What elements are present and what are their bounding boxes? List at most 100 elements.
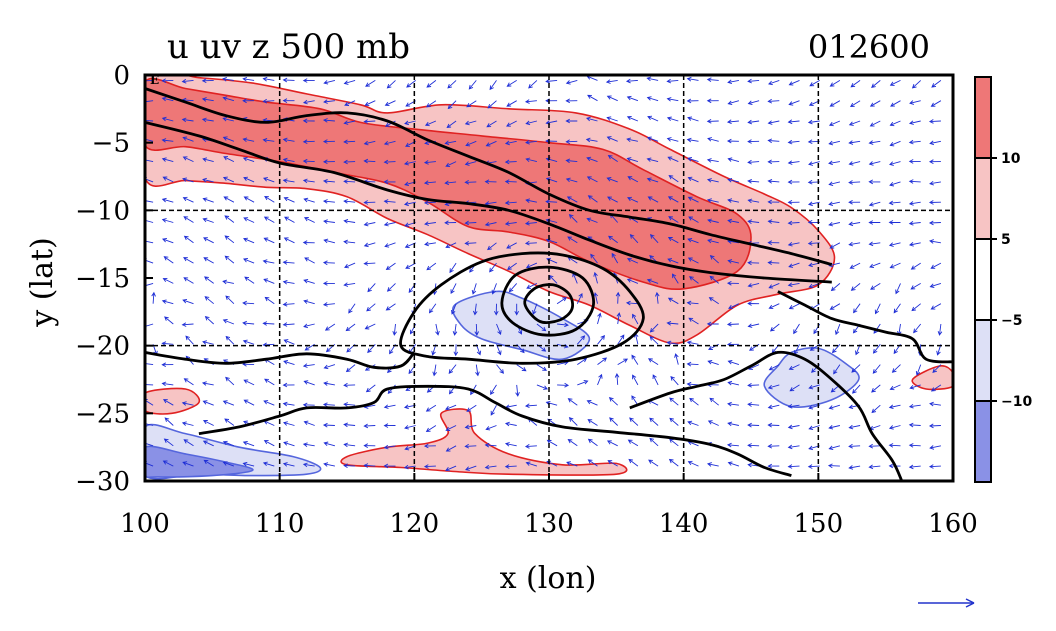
wind-vector-494 [631,354,639,365]
wind-vector-517 [649,417,659,426]
wind-vector-549 [687,257,699,264]
wind-vector-450 [593,271,598,284]
wind-vector-48 [183,235,194,244]
wind-vector-427 [568,214,578,223]
wind-vector-623 [767,138,780,144]
wind-vector-428 [567,236,578,244]
x-tick-label-130: 130 [524,509,574,539]
wind-vector-496 [631,395,639,406]
wind-vector-286 [423,200,436,206]
wind-vector-245 [383,179,396,185]
wind-vector-86 [223,196,235,203]
wind-vector-435 [577,380,589,386]
wind-vector-35 [161,381,174,387]
wind-vector-29 [163,256,174,264]
wind-vector-171 [303,299,315,305]
wind-vector-684 [828,160,840,166]
wind-vector-149 [282,260,295,265]
wind-vector-214 [345,364,356,373]
wind-vector-572 [706,321,719,327]
wind-vector-491 [625,300,638,306]
wind-vector-657 [787,424,800,430]
wind-vector-168 [302,240,315,245]
wind-vector-235 [365,384,376,393]
y-tick-label-m30: −30 [75,467,130,497]
wind-vector-350 [491,283,497,295]
wind-vector-548 [687,238,699,244]
wind-vector-98 [222,440,235,447]
wind-vector-596 [727,401,739,407]
wind-vector-734 [872,364,881,374]
wind-vector-296 [425,404,437,412]
wind-vector-485 [627,176,639,183]
wind-vector-56 [181,401,194,406]
wind-vector-478 [606,440,618,447]
wind-vector-292 [435,323,440,336]
wind-vector-1 [145,99,154,105]
wind-vector-100 [242,76,255,82]
wind-vector-210 [343,282,356,287]
wind-vector-357 [485,425,497,431]
wind-vector-174 [302,363,315,368]
wind-vector-584 [727,157,740,163]
wind-vector-256 [383,404,396,409]
wind-vector-301 [447,100,457,110]
wind-vector-563 [707,137,719,142]
wind-vector-627 [767,219,780,224]
wind-vector-70 [204,276,214,284]
wind-vector-420 [565,79,578,85]
wind-vector-177 [303,420,315,426]
wind-vector-780 [931,80,942,88]
wind-vector-327 [464,220,477,226]
wind-vector-583 [726,138,739,144]
wind-vector-589 [727,259,740,264]
wind-vector-45 [182,177,194,183]
colorbar-swatch-4 [974,400,992,483]
wind-vector-458 [587,438,598,447]
wind-vector-425 [565,177,578,183]
wind-vector-73 [202,340,214,345]
wind-vector-24 [161,157,174,163]
y-axis: 0 −5 −10 −15 −20 −25 −30 [75,61,153,497]
wind-vector-644 [787,160,800,165]
wind-vector-380 [528,80,538,89]
wind-vector-569 [709,255,720,264]
wind-vector-726 [868,201,881,207]
wind-vector-65 [202,177,214,183]
wind-vector-595 [727,380,740,386]
wind-vector-775 [909,384,921,390]
wind-vector-571 [708,297,719,305]
wind-vector-31 [161,299,174,305]
wind-vector-129 [262,259,275,264]
wind-vector-224 [363,158,376,164]
wind-vector-166 [303,197,315,203]
wind-vector-178 [302,442,315,447]
corner-mark: E [150,73,159,87]
wind-vector-787 [928,220,941,226]
wind-vector-364 [504,159,517,165]
wind-vector-383 [525,140,537,145]
wind-vector-219 [343,463,356,468]
height-contour-3 [500,265,595,337]
wind-vector-92 [222,319,235,325]
wind-vector-93 [225,335,235,345]
y-tick-label-m25: −25 [75,399,130,429]
wind-vector-479 [607,460,618,467]
wind-vector-78 [202,440,214,447]
wind-vector-196 [322,402,335,407]
wind-vector-180 [323,79,336,85]
wind-vector-237 [363,423,376,429]
wind-vector-508 [649,234,659,244]
wind-vector-105 [243,176,255,183]
chart-title: u uv z 500 mb [167,27,410,67]
wind-vector-506 [647,196,659,203]
wind-vector-654 [788,364,800,371]
wind-vector-97 [224,418,235,426]
wind-vector-662 [807,119,820,125]
y-tick-label-0: 0 [113,61,130,91]
wind-vector-680 [829,80,841,87]
wind-vector-227 [363,221,376,227]
wind-vector-222 [363,119,376,124]
wind-vector-691 [829,303,841,310]
wind-vector-206 [343,199,356,204]
